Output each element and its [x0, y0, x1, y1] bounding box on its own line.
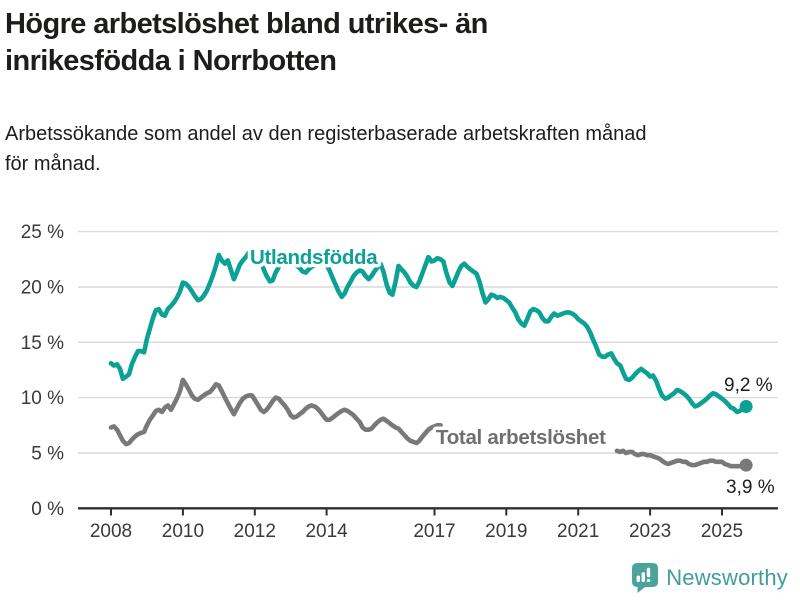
- series-label-total-arbetsl-shet: Total arbetslöshet: [436, 426, 606, 449]
- y-tick-label-5: 5 %: [31, 444, 64, 465]
- series-label-utlandsf-dda: Utlandsfödda: [250, 246, 378, 269]
- y-tick-label-20: 20 %: [21, 278, 64, 299]
- series-end-dot-utlandsf-dda: [739, 400, 753, 413]
- brand-name: Newsworthy: [666, 565, 788, 590]
- newsworthy-logo-icon: [632, 563, 659, 593]
- x-tick-label-2012: 2012: [234, 521, 276, 542]
- x-tick-label-2023: 2023: [629, 521, 671, 542]
- x-tick-label-2014: 2014: [305, 521, 348, 542]
- series-line-total-arbetsl-shet: [108, 377, 749, 469]
- x-tick-label-2008: 2008: [90, 521, 132, 542]
- x-tick-label-2017: 2017: [413, 521, 455, 542]
- end-value-label-utlandsf-dda: 9,2 %: [724, 375, 773, 396]
- subtitle-line-1: Arbetssökande som andel av den registerb…: [5, 123, 647, 145]
- title-line-1: Högre arbetslöshet bland utrikes- än: [5, 8, 488, 40]
- x-tick-label-2021: 2021: [557, 521, 599, 542]
- title-line-2: inrikesfödda i Norrbotten: [5, 45, 337, 77]
- end-value-label-total-arbetsl-shet: 3,9 %: [726, 477, 775, 498]
- x-tick-label-2010: 2010: [162, 521, 204, 542]
- page-title: Högre arbetslöshet bland utrikes- än inr…: [5, 6, 797, 80]
- y-tick-label-25: 25 %: [21, 222, 64, 243]
- y-tick-label-15: 15 %: [21, 333, 64, 354]
- brand-footer: Newsworthy: [632, 563, 788, 593]
- subtitle-line-2: för månad.: [5, 153, 101, 175]
- y-tick-label-0: 0 %: [31, 499, 64, 520]
- y-tick-label-10: 10 %: [21, 388, 64, 409]
- x-tick-label-2019: 2019: [485, 521, 527, 542]
- x-tick-label-2025: 2025: [701, 521, 743, 542]
- series-line-utlandsf-dda: [108, 248, 749, 415]
- chart-subtitle: Arbetssökande som andel av den registerb…: [5, 119, 793, 179]
- series-end-dot-total-arbetsl-shet: [739, 458, 753, 472]
